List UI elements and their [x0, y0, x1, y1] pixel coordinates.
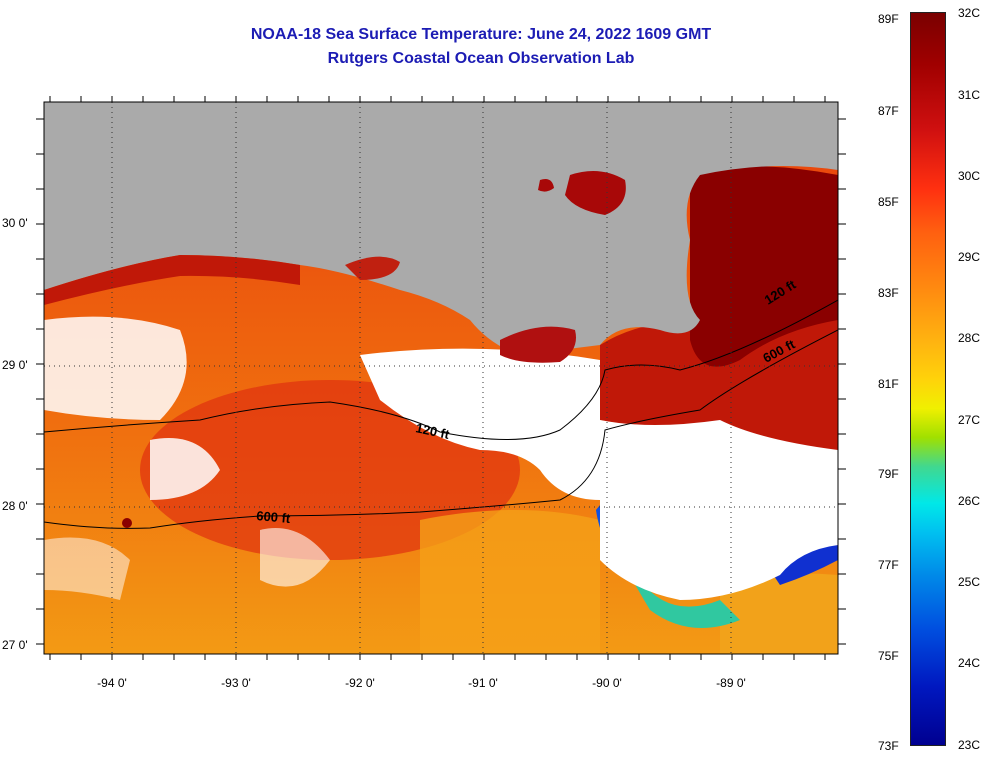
- scale-f-77: 77F: [878, 558, 899, 572]
- map-title: NOAA-18 Sea Surface Temperature: June 24…: [250, 26, 712, 43]
- cloud-patch: [150, 438, 220, 500]
- lat-label-28: 28 0': [2, 499, 28, 513]
- cloud-west: [44, 316, 187, 420]
- scale-c-23: 23C: [958, 738, 981, 752]
- color-scale-bar: [910, 12, 946, 746]
- lake-warm: [565, 171, 626, 215]
- contour-label-600-center: 600 ft: [256, 508, 292, 526]
- bay-warm-2: [345, 256, 400, 280]
- scale-c-24: 24C: [958, 656, 981, 670]
- lat-label-30: 30 0': [2, 216, 28, 230]
- mild-zone-east: [720, 573, 838, 654]
- graticule: [44, 102, 838, 654]
- hottest-water: [690, 166, 838, 367]
- lon-label-94: -94 0': [97, 676, 127, 690]
- axis-ticks: [36, 96, 846, 660]
- lon-label-92: -92 0': [345, 676, 375, 690]
- scale-f-89: 89F: [878, 12, 899, 26]
- cloud-mass-east: [600, 420, 838, 600]
- lat-label-27: 27 0': [2, 638, 28, 652]
- scale-c-32: 32C: [958, 6, 981, 20]
- mild-zone: [420, 510, 600, 654]
- scale-f-73: 73F: [878, 739, 899, 753]
- lon-label-90: -90 0': [592, 676, 622, 690]
- scale-c-25: 25C: [958, 575, 981, 589]
- scale-c-27: 27C: [958, 413, 981, 427]
- contour-120ft: [44, 299, 838, 440]
- lon-label-91: -91 0': [468, 676, 498, 690]
- cloud-mass: [360, 348, 600, 500]
- scale-f-79: 79F: [878, 467, 899, 481]
- bay-warm: [500, 326, 576, 363]
- scale-c-30: 30C: [958, 169, 981, 183]
- lon-label-93: -93 0': [221, 676, 251, 690]
- scale-c-28: 28C: [958, 331, 981, 345]
- map-frame: [43, 101, 839, 655]
- scale-c-26: 26C: [958, 494, 981, 508]
- scale-f-81: 81F: [878, 377, 899, 391]
- scale-f-85: 85F: [878, 195, 899, 209]
- lake-warm-small: [538, 179, 554, 192]
- hot-spot: [122, 518, 132, 528]
- cloud-patch-sw: [44, 537, 130, 600]
- cool-fringe: [600, 520, 740, 628]
- contour-label-120-center: 120 ft: [414, 420, 451, 442]
- lon-label-89: -89 0': [716, 676, 746, 690]
- cold-patch: [770, 545, 838, 585]
- map-subtitle: Rutgers Coastal Ocean Observation Lab: [327, 50, 635, 67]
- scale-f-83: 83F: [878, 286, 899, 300]
- scale-c-31: 31C: [958, 88, 981, 102]
- cloud-patch-s: [260, 528, 330, 587]
- scale-c-29: 29C: [958, 250, 981, 264]
- scale-f-75: 75F: [878, 649, 899, 663]
- lat-label-29: 29 0': [2, 358, 28, 372]
- scale-f-87: 87F: [878, 104, 899, 118]
- land-mass: [44, 102, 838, 355]
